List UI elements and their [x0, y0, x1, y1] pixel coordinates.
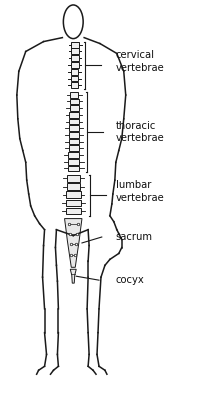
FancyBboxPatch shape: [66, 200, 81, 206]
FancyBboxPatch shape: [69, 139, 79, 145]
FancyBboxPatch shape: [70, 92, 78, 97]
FancyBboxPatch shape: [70, 105, 79, 111]
FancyBboxPatch shape: [71, 82, 78, 88]
FancyBboxPatch shape: [68, 159, 79, 165]
FancyBboxPatch shape: [67, 191, 81, 198]
FancyBboxPatch shape: [71, 62, 79, 68]
FancyBboxPatch shape: [69, 119, 79, 124]
FancyBboxPatch shape: [69, 112, 79, 118]
FancyBboxPatch shape: [71, 48, 79, 54]
FancyBboxPatch shape: [68, 152, 79, 158]
FancyBboxPatch shape: [70, 99, 78, 104]
FancyBboxPatch shape: [69, 126, 79, 131]
FancyBboxPatch shape: [71, 42, 79, 48]
FancyBboxPatch shape: [71, 69, 78, 75]
FancyBboxPatch shape: [68, 166, 80, 171]
Polygon shape: [70, 269, 76, 283]
FancyBboxPatch shape: [66, 208, 81, 214]
Polygon shape: [65, 219, 82, 267]
Text: sacrum: sacrum: [116, 232, 153, 242]
FancyBboxPatch shape: [69, 132, 79, 138]
Text: thoracic
vertebrae: thoracic vertebrae: [116, 121, 165, 143]
Text: cervical
vertebrae: cervical vertebrae: [116, 50, 165, 72]
Text: lumbar
vertebrae: lumbar vertebrae: [116, 180, 165, 203]
FancyBboxPatch shape: [67, 183, 80, 190]
FancyBboxPatch shape: [67, 175, 80, 182]
Text: cocyx: cocyx: [116, 275, 145, 285]
FancyBboxPatch shape: [69, 145, 79, 151]
FancyBboxPatch shape: [71, 76, 78, 82]
FancyBboxPatch shape: [71, 55, 79, 61]
